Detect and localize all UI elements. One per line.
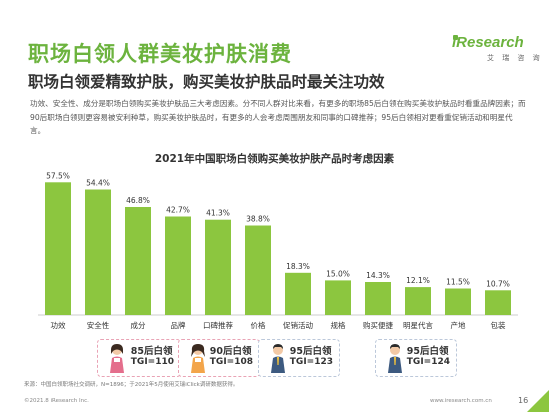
woman-icon [110,344,124,373]
website-link[interactable]: www.iresearch.com.cn [430,398,492,404]
callout-tgi: TGI=108 [209,357,253,367]
callout-85: 85后白领 TGI=110 [97,339,181,377]
description-paragraph: 功效、安全性、成分是职场白领购买美妆护肤品三大考虑因素。分不同人群对比来看，有更… [30,99,526,135]
x-tick-label: 产地 [451,320,466,330]
x-tick-label: 促销活动 [283,320,313,330]
data-label: 18.3% [286,262,310,271]
x-tick-label: 成分 [131,320,146,330]
data-label: 10.7% [486,279,510,288]
page-number: 16 [518,396,529,405]
x-tick-label: 口碑推荐 [203,320,233,330]
chart-title: 2021年中国职场白领购买美妆护肤产品时考虑因素 [154,153,395,165]
data-label: 41.3% [206,209,230,218]
bar [125,207,151,315]
callout-90: 90后白领 TGI=108 [178,339,260,377]
data-label: 12.1% [406,276,430,285]
x-tick-label: 功效 [51,320,66,330]
x-tick-label: 明星代言 [403,320,433,330]
callout-tgi: TGI=123 [289,357,333,367]
bar [205,219,231,315]
bar [325,280,351,315]
bar [365,282,391,315]
bar [165,216,191,315]
callout-label: 85后白领 [130,346,173,357]
data-label: 11.5% [446,278,470,287]
source-footnote: 来源：中国白领职场社交调研，N=1896；于2021年5月使用艾瑞iClick调… [24,382,239,388]
logo-name: iResearch [452,34,524,51]
logo-subtitle: 艾 瑞 咨 询 [487,54,543,62]
man-icon [388,344,402,373]
bar [405,287,431,315]
x-tick-label: 价格 [251,320,266,330]
bar [445,288,471,315]
copyright: ©2021.8 iResearch Inc. [24,398,89,404]
bar [485,290,511,315]
iresearch-logo: iResearch 艾 瑞 咨 询 [452,34,540,64]
x-tick-label: 包装 [491,320,506,330]
data-label: 15.0% [326,269,350,278]
x-tick-label: 购买便捷 [363,320,393,330]
callout-tgi: TGI=124 [406,357,450,367]
bar [245,225,271,315]
bar [45,182,71,315]
callout-95-celebrity: 95后白领 TGI=124 [375,339,457,377]
logo-mark-icon [453,35,458,40]
callout-95-promo: 95后白领 TGI=123 [258,339,340,377]
x-tick-label: 规格 [331,320,346,330]
bar [85,189,111,315]
page-title: 职场白领人群美妆护肤消费 [28,42,292,66]
corner-decoration [527,390,549,412]
data-label: 14.3% [366,271,390,280]
man-icon [271,344,285,373]
woman-icon [191,344,205,373]
callout-label: 95后白领 [406,346,449,357]
callout-label: 95后白领 [289,346,332,357]
data-label: 38.8% [246,215,270,224]
bar [285,272,311,315]
callout-label: 90后白领 [209,346,252,357]
callout-tgi: TGI=110 [130,357,174,367]
data-label: 57.5% [46,171,70,180]
page-subtitle: 职场白领爱精致护肤，购买美妆护肤品时最关注功效 [28,73,385,91]
data-label: 54.4% [86,179,110,188]
x-tick-label: 品牌 [171,320,186,330]
data-label: 42.7% [166,206,190,215]
data-label: 46.8% [126,196,150,205]
x-tick-label: 安全性 [87,320,110,330]
